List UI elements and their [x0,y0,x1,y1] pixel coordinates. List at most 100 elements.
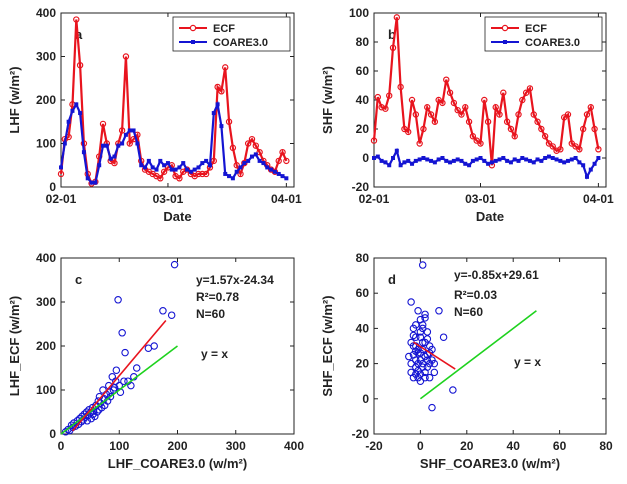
panel-letter: b [388,27,396,42]
y-tick-label: 200 [36,93,56,107]
x-tick-label: 04-01 [271,192,302,206]
data-point [181,161,186,166]
legend: ECF COARE3.0 [484,16,603,52]
data-point [81,150,86,155]
data-point [477,140,484,147]
legend-label: COARE3.0 [213,37,268,49]
data-point [484,118,492,125]
data-point [416,377,425,385]
x-tick-label: 40 [507,439,521,453]
data-point [382,105,389,112]
data-point [61,428,70,436]
data-point [596,156,601,160]
x-tick-label: 0 [58,439,65,453]
x-tick-label: 02-01 [46,192,77,206]
data-point [576,146,583,153]
data-point [85,176,90,181]
data-point [428,403,436,412]
data-point [214,83,221,91]
legend-marker [189,24,197,32]
data-point [423,356,432,364]
data-point [429,158,434,163]
panel-c: 0 100 200 300 400 0 100 200 300 400 LHF_COARE3.0 (… [7,251,304,471]
identity-line [419,310,537,400]
data-point [588,167,593,172]
y-tick-label: 100 [36,137,56,151]
data-point [211,111,216,116]
y-tick-label: 0 [362,392,369,406]
data-point [439,333,448,341]
data-point [414,307,422,315]
data-point [280,174,285,179]
y-tick-label: 20 [356,357,370,371]
data-point [223,171,228,176]
x-axis-label: Date [163,209,191,224]
data-point [407,298,415,306]
annotation: y=-0.85x+29.61 [454,268,539,282]
data-point [192,167,197,172]
data-point [132,364,141,372]
data-point [425,157,430,162]
data-point [425,349,434,357]
data-point [112,366,121,374]
data-point [160,168,168,175]
data-point [505,158,510,163]
data-point [252,142,260,149]
y-tick-label: 100 [36,383,56,397]
data-point [162,163,167,168]
data-point [66,119,71,124]
legend-marker [501,24,509,32]
data-point [108,373,117,381]
data-point [78,111,83,116]
y-tick-label: 60 [356,286,370,300]
data-point [89,180,94,185]
data-point [562,160,567,165]
x-tick-label: 04-01 [583,192,614,206]
data-point [97,163,102,168]
identity-line [60,345,178,435]
data-point [515,111,522,118]
data-point [595,146,602,153]
annotation: y = x [514,355,541,369]
data-point [112,154,117,159]
data-point [242,161,247,166]
data-point [432,160,437,165]
panel-letter: d [388,272,396,287]
data-point [501,156,506,160]
y-axis-label: LHF (w/m²) [7,66,22,133]
data-point [470,158,475,163]
data-point [62,141,67,146]
data-point [118,127,126,134]
data-point [421,314,429,322]
data-point [414,359,422,368]
data-point [370,137,378,144]
data-point [101,143,106,148]
data-point [500,89,507,96]
x-axis-label: LHF_COARE3.0 (w/m²) [108,456,247,471]
data-point [591,125,598,133]
data-point [519,96,526,104]
data-point [412,111,420,118]
data-point [522,89,530,96]
data-point [275,157,282,165]
data-point [530,111,537,118]
data-point [496,111,503,118]
data-point [416,349,425,357]
data-point [579,125,587,133]
data-point [435,307,443,315]
y-tick-label: 40 [356,321,370,335]
data-point [372,156,376,160]
data-point [135,141,140,146]
plot-frame [373,257,607,435]
data-point [431,118,439,125]
data-point [408,96,416,104]
data-point [418,321,427,329]
data-point [261,161,266,166]
data-point [443,76,450,83]
data-point [229,144,237,152]
y-tick-label: 20 [356,122,370,136]
data-point [202,170,210,178]
data-point [393,14,401,21]
y-axis-label: LHF_ECF (w/m²) [7,296,22,396]
data-point [564,111,572,118]
